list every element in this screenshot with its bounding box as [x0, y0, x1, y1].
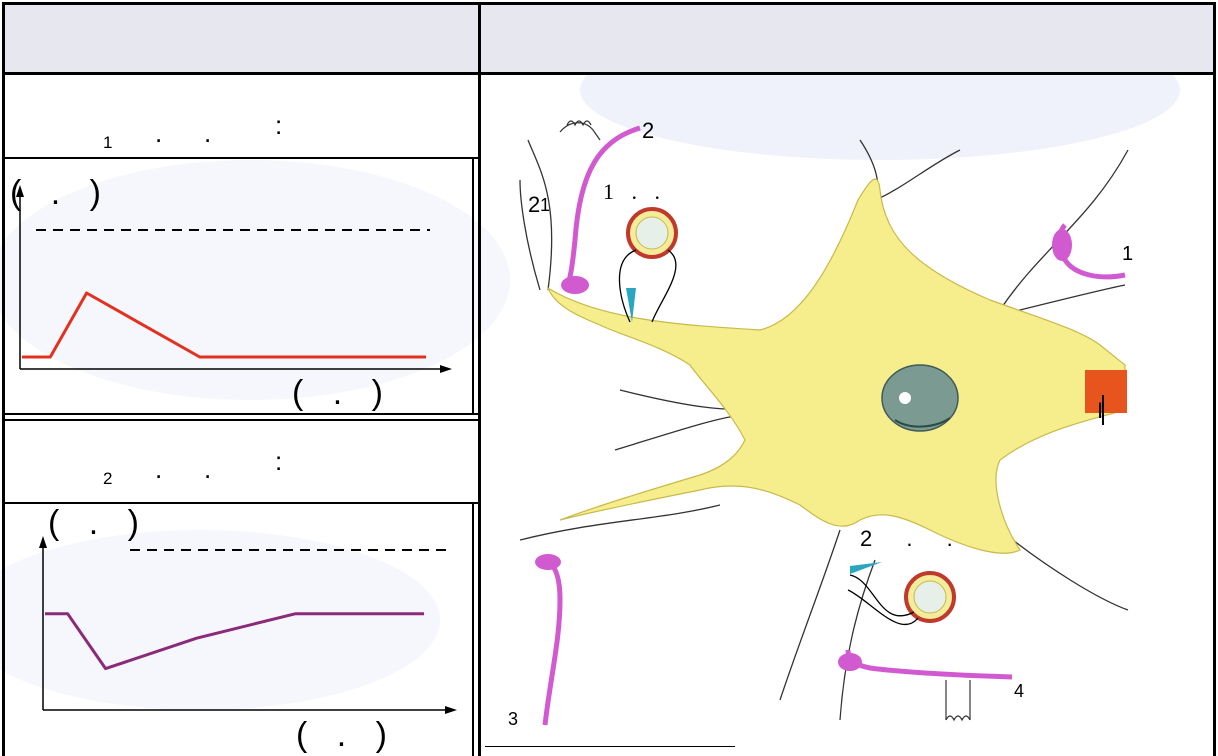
label-top-left-a: 2: [528, 192, 541, 217]
graph1-x-arrow: [440, 365, 452, 373]
table-header-right: [481, 4, 1214, 74]
table-border-right: [1213, 2, 1216, 756]
experiment1-number: 1: [103, 133, 113, 152]
table-border-top: [2, 2, 1216, 5]
label-bottom-right-synapse: 4: [1014, 681, 1025, 701]
graph2-curve: [45, 612, 424, 671]
table-header-divider: [2, 72, 1216, 75]
label-right-synapse: 1: [1122, 243, 1134, 265]
row-divider-4: [2, 502, 478, 504]
electrode1: [618, 207, 678, 323]
graph2-y-axis-label: ( . ): [48, 504, 149, 542]
synapse-4: [838, 649, 1013, 722]
synapse-2: [559, 120, 641, 294]
nucleus: [881, 364, 959, 432]
label-electrode1: 1 . .: [603, 179, 666, 204]
cell-body: [546, 178, 1126, 554]
label-top-synapse: 2: [642, 118, 655, 143]
experiment1-colon: :: [275, 110, 283, 140]
graph2-y-arrow: [39, 536, 47, 548]
label-electrode2: 2 . .: [860, 526, 967, 551]
row-divider-3: [2, 419, 478, 421]
nucleus-detail: [894, 417, 951, 428]
experiment1-dot-1: .: [155, 118, 163, 148]
graph1-y-axis-label: ( . ): [10, 174, 111, 212]
row-divider-1: [2, 157, 478, 159]
nucleolus: [899, 392, 911, 404]
graph1-y-arrow: [16, 185, 24, 197]
graph1-frame-right: [472, 157, 474, 415]
electrode2-tip: [850, 562, 882, 574]
graph2-plot: [39, 536, 457, 714]
experiment1-dot-2: .: [204, 118, 212, 148]
graph1-x-axis-label: ( . ): [292, 374, 393, 412]
experiment2-colon: :: [275, 446, 283, 476]
table-border-left: [2, 2, 5, 756]
graph2-x-arrow: [445, 706, 457, 714]
electrode2: [847, 562, 956, 626]
label-top-left-b: 1: [540, 195, 551, 215]
label-bottom-left-synapse: 3: [508, 709, 519, 729]
label-axon-marker: I: [1097, 398, 1104, 423]
caption-underline: [485, 746, 735, 747]
electrode1-tip: [626, 288, 636, 322]
graph2-frame-right: [472, 502, 474, 756]
graph1-curve: [22, 291, 426, 359]
row-divider-2: [2, 413, 478, 415]
synapse-3: [535, 554, 563, 726]
table-column-divider: [478, 2, 481, 756]
experiment2-dot-1: .: [155, 454, 163, 484]
axon-hillock: [1085, 370, 1127, 413]
experiment2-dot-2: .: [204, 454, 212, 484]
graph2-x-axis-label: ( . ): [296, 716, 397, 754]
synapse-1: [1052, 223, 1126, 280]
graph1-plot: [16, 185, 452, 373]
neuron-diagram: [519, 120, 1129, 726]
experiment2-number: 2: [103, 469, 113, 488]
table-header-left: [4, 4, 478, 74]
